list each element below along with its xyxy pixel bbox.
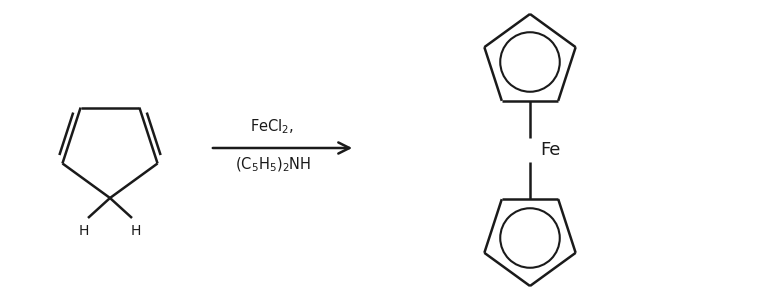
Text: H: H bbox=[79, 224, 89, 238]
Text: Fe: Fe bbox=[540, 141, 560, 159]
Text: FeCl$_2$,: FeCl$_2$, bbox=[251, 117, 295, 136]
Text: H: H bbox=[131, 224, 141, 238]
Text: (C$_5$H$_5$)$_2$NH: (C$_5$H$_5$)$_2$NH bbox=[235, 156, 311, 174]
